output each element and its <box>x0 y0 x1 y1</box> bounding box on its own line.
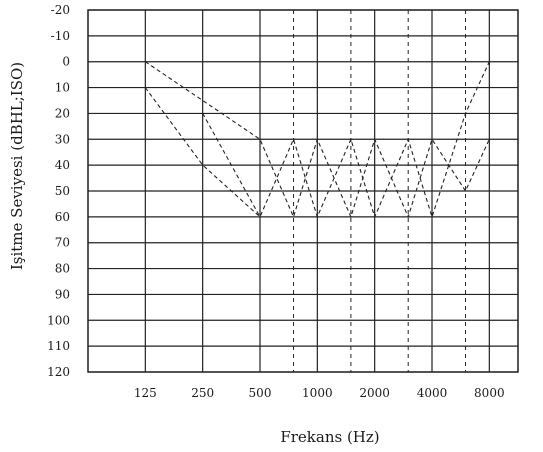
x-axis-title: Frekans (Hz) <box>280 428 379 446</box>
y-tick-label: 110 <box>47 339 70 353</box>
series-line-3 <box>202 113 261 218</box>
y-tick-label: 90 <box>55 287 70 301</box>
x-tick-label: 2000 <box>359 386 390 400</box>
y-tick-label: 100 <box>47 313 70 327</box>
y-tick-label: 20 <box>55 106 70 120</box>
y-tick-label: 0 <box>62 55 70 69</box>
y-tick-label: 80 <box>55 262 70 276</box>
y-tick-label: 30 <box>55 132 70 146</box>
grid <box>87 9 519 373</box>
x-tick-label: 8000 <box>474 386 505 400</box>
y-tick-label: 60 <box>55 210 70 224</box>
y-tick-label: 70 <box>55 236 70 250</box>
y-axis-ticks: -20 -10 0 10 20 30 40 50 60 70 80 90 100 110 120 <box>47 3 70 379</box>
x-tick-label: 250 <box>191 386 214 400</box>
series-line-2 <box>144 61 490 219</box>
series-group <box>144 61 490 219</box>
x-tick-label: 4000 <box>417 386 448 400</box>
y-tick-label: -10 <box>51 29 70 43</box>
x-tick-label: 125 <box>134 386 157 400</box>
y-tick-label: 40 <box>55 158 70 172</box>
y-tick-label: -20 <box>51 3 70 17</box>
y-tick-label: 120 <box>47 365 70 379</box>
plot-border <box>87 9 519 373</box>
x-tick-label: 1000 <box>302 386 333 400</box>
y-tick-label: 10 <box>55 81 70 95</box>
x-tick-label: 500 <box>249 386 272 400</box>
y-tick-label: 50 <box>55 184 70 198</box>
series-line-1 <box>144 61 490 219</box>
y-axis-title: Işitme Seviyesi (dBHL;ISO) <box>8 62 26 270</box>
x-axis-ticks: 125 250 500 1000 2000 4000 8000 <box>134 386 505 400</box>
